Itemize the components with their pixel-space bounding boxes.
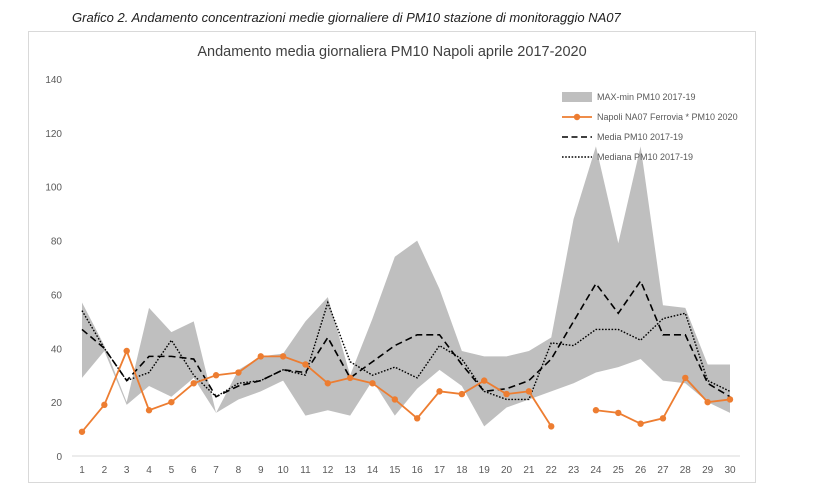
x-tick-label: 26 <box>635 465 647 476</box>
x-tick-label: 8 <box>236 465 242 476</box>
data-point <box>503 390 510 398</box>
x-tick-label: 15 <box>389 465 401 476</box>
data-point <box>123 347 130 355</box>
data-point <box>369 380 376 387</box>
x-tick-label: 5 <box>169 465 175 476</box>
x-tick-label: 6 <box>191 465 197 476</box>
x-tick-label: 30 <box>724 465 736 476</box>
x-tick-label: 27 <box>657 465 669 476</box>
x-tick-label: 24 <box>590 465 602 476</box>
x-tick-label: 12 <box>322 465 334 476</box>
x-tick-label: 13 <box>345 465 357 476</box>
legend: MAX-min PM10 2017-19 Napoli NA07 Ferrovia… <box>562 92 738 162</box>
x-tick-label: 1 <box>79 465 85 476</box>
data-point <box>101 401 108 409</box>
y-tick-label: 100 <box>45 183 62 194</box>
data-point <box>704 398 711 406</box>
x-tick-label: 21 <box>523 465 535 476</box>
series-mediana-pm10-2017-19 <box>81 300 731 401</box>
data-point <box>257 353 264 360</box>
data-point <box>168 398 175 406</box>
x-tick-label: 29 <box>702 465 714 476</box>
legend-label: Media PM10 2017-19 <box>597 132 683 142</box>
x-tick-label: 20 <box>501 465 513 476</box>
data-point <box>324 380 331 387</box>
x-tick-label: 11 <box>300 465 311 476</box>
legend-label: Mediana PM10 2017-19 <box>597 152 693 162</box>
series-layer <box>78 279 734 435</box>
data-point <box>145 407 153 414</box>
x-tick-label: 18 <box>456 465 468 476</box>
x-tick-label: 25 <box>613 465 625 476</box>
x-tick-label: 22 <box>546 465 558 476</box>
data-point <box>592 407 600 414</box>
x-tick-label: 4 <box>146 465 152 476</box>
series-media-pm10-2017-19 <box>81 279 731 398</box>
y-tick-label: 140 <box>45 75 62 86</box>
band-max-min-area <box>82 146 730 427</box>
data-point <box>78 428 86 435</box>
series-line <box>81 348 553 433</box>
series-napoli-na07-ferrovia-pm10-2020 <box>78 347 734 435</box>
y-tick-label: 120 <box>45 129 62 140</box>
y-tick-label: 40 <box>51 344 63 355</box>
x-tick-label: 2 <box>102 465 108 476</box>
band-layer <box>82 146 730 427</box>
series-line <box>81 300 731 401</box>
data-point <box>615 409 622 417</box>
x-tick-label: 17 <box>434 465 446 476</box>
x-tick-label: 7 <box>213 465 219 476</box>
data-point <box>548 423 555 430</box>
data-point <box>682 374 689 382</box>
data-point <box>726 396 734 403</box>
x-tick-label: 19 <box>479 465 491 476</box>
data-point <box>637 420 644 427</box>
x-tick-label: 3 <box>124 465 130 476</box>
chart-title: Andamento media giornaliera PM10 Napoli … <box>197 44 586 60</box>
figure-caption: Grafico 2. Andamento concentrazioni medi… <box>72 10 621 25</box>
data-point <box>458 390 466 398</box>
legend-swatch-band <box>562 92 592 102</box>
data-point <box>235 369 242 376</box>
data-point <box>659 415 667 422</box>
data-point <box>190 380 197 387</box>
data-point <box>413 415 421 422</box>
x-tick-label: 10 <box>278 465 290 476</box>
legend-label-band: MAX-min PM10 2017-19 <box>597 92 696 102</box>
data-point <box>525 388 533 395</box>
data-point <box>279 353 287 360</box>
legend-swatch-marker <box>573 113 581 121</box>
y-tick-label: 80 <box>51 237 63 248</box>
x-tick-label: 14 <box>367 465 379 476</box>
x-tick-label: 28 <box>680 465 692 476</box>
data-point <box>481 377 488 384</box>
x-tick-label: 16 <box>412 465 424 476</box>
y-tick-label: 0 <box>56 452 62 463</box>
data-point <box>391 396 399 403</box>
series-line <box>81 279 731 398</box>
chart-frame <box>28 31 756 483</box>
data-point <box>302 361 309 368</box>
y-tick-label: 60 <box>51 290 63 301</box>
data-point <box>436 388 443 395</box>
data-point <box>212 372 220 379</box>
x-tick-label: 23 <box>568 465 580 476</box>
y-tick-label: 20 <box>51 398 63 409</box>
data-point <box>346 374 354 382</box>
legend-label: Napoli NA07 Ferrovia * PM10 2020 <box>597 112 738 122</box>
x-tick-label: 9 <box>258 465 264 476</box>
